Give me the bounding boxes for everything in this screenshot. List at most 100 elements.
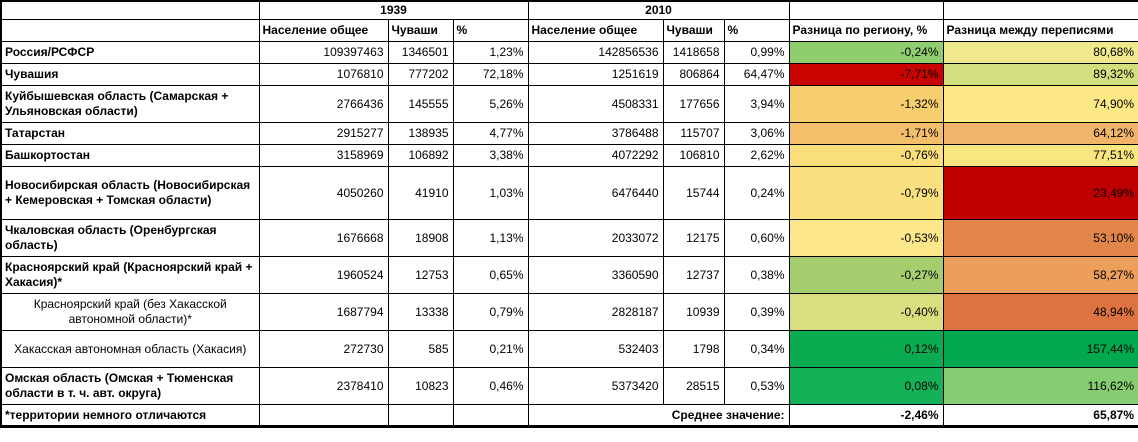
diff-census-cell[interactable]: 64,12% xyxy=(942,122,1138,145)
pop-2010-cell[interactable]: 142856536 xyxy=(527,41,664,64)
diff-region-cell[interactable]: -1,32% xyxy=(788,85,944,123)
chuvash-1939-cell[interactable]: 12753 xyxy=(387,256,454,294)
diff-region-cell[interactable]: -0,53% xyxy=(788,219,944,257)
corner-cell[interactable] xyxy=(0,0,260,20)
chuvash-2010-cell[interactable]: 12737 xyxy=(662,256,725,294)
year-2010-header[interactable]: 2010 xyxy=(527,0,790,20)
pct-2010-cell[interactable]: 0,60% xyxy=(723,219,790,257)
diff-census-cell[interactable]: 80,68% xyxy=(942,41,1138,64)
region-cell[interactable]: Чувашия xyxy=(0,63,260,86)
region-cell[interactable]: Куйбышевская область (Самарская + Ульяно… xyxy=(0,85,260,123)
diff-census-cell[interactable]: 23,49% xyxy=(942,166,1138,220)
diff-region-cell[interactable]: -1,71% xyxy=(788,122,944,145)
chuvash-2010-cell[interactable]: 115707 xyxy=(662,122,725,145)
pct-1939-cell[interactable]: 4,77% xyxy=(452,122,529,145)
pct-2010-cell[interactable]: 0,34% xyxy=(723,330,790,368)
chuvash-2010-cell[interactable]: 1798 xyxy=(662,330,725,368)
pct-2010-cell[interactable]: 0,39% xyxy=(723,293,790,331)
population-2010-header[interactable]: Население общее xyxy=(527,19,664,42)
diff-region-cell[interactable]: -0,40% xyxy=(788,293,944,331)
average-diff-region-cell[interactable]: -2,46% xyxy=(788,404,944,427)
chuvash-2010-cell[interactable]: 28515 xyxy=(662,367,725,405)
pop-1939-cell[interactable]: 1076810 xyxy=(258,63,389,86)
chuvash-2010-cell[interactable]: 10939 xyxy=(662,293,725,331)
region-cell[interactable]: Красноярский край (без Хакасской автоном… xyxy=(0,293,260,331)
empty-cell[interactable] xyxy=(387,404,454,427)
pct-2010-cell[interactable]: 0,99% xyxy=(723,41,790,64)
pop-2010-cell[interactable]: 3786488 xyxy=(527,122,664,145)
pct-1939-cell[interactable]: 0,21% xyxy=(452,330,529,368)
empty-header-cell[interactable] xyxy=(942,0,1138,20)
diff-region-cell[interactable]: 0,12% xyxy=(788,330,944,368)
pct-2010-cell[interactable]: 2,62% xyxy=(723,144,790,167)
empty-cell[interactable] xyxy=(258,404,389,427)
average-diff-census-cell[interactable]: 65,87% xyxy=(942,404,1138,427)
chuvash-1939-cell[interactable]: 41910 xyxy=(387,166,454,220)
average-label-cell[interactable]: Среднее значение: xyxy=(527,404,790,427)
chuvash-1939-cell[interactable]: 585 xyxy=(387,330,454,368)
pop-2010-cell[interactable]: 3360590 xyxy=(527,256,664,294)
diff-census-cell[interactable]: 48,94% xyxy=(942,293,1138,331)
chuvash-1939-cell[interactable]: 777202 xyxy=(387,63,454,86)
chuvash-2010-cell[interactable]: 1418658 xyxy=(662,41,725,64)
diff-region-cell[interactable]: -0,76% xyxy=(788,144,944,167)
region-cell[interactable]: Татарстан xyxy=(0,122,260,145)
diff-region-cell[interactable]: -0,79% xyxy=(788,166,944,220)
chuvash-2010-cell[interactable]: 15744 xyxy=(662,166,725,220)
pop-1939-cell[interactable]: 1960524 xyxy=(258,256,389,294)
percent-1939-header[interactable]: % xyxy=(452,19,529,42)
pct-2010-cell[interactable]: 0,24% xyxy=(723,166,790,220)
chuvash-1939-cell[interactable]: 13338 xyxy=(387,293,454,331)
region-cell[interactable]: Хакасская автономная область (Хакасия) xyxy=(0,330,260,368)
diff-region-header[interactable]: Разница по региону, % xyxy=(788,19,944,42)
pct-2010-cell[interactable]: 0,53% xyxy=(723,367,790,405)
chuvash-2010-cell[interactable]: 12175 xyxy=(662,219,725,257)
pct-2010-cell[interactable]: 3,06% xyxy=(723,122,790,145)
pct-1939-cell[interactable]: 1,13% xyxy=(452,219,529,257)
diff-census-cell[interactable]: 58,27% xyxy=(942,256,1138,294)
pop-2010-cell[interactable]: 1251619 xyxy=(527,63,664,86)
chuvash-2010-cell[interactable]: 106810 xyxy=(662,144,725,167)
pct-2010-cell[interactable]: 0,38% xyxy=(723,256,790,294)
chuvash-1939-cell[interactable]: 106892 xyxy=(387,144,454,167)
chuvash-1939-cell[interactable]: 145555 xyxy=(387,85,454,123)
diff-census-cell[interactable]: 89,32% xyxy=(942,63,1138,86)
diff-census-header[interactable]: Разница между переписями xyxy=(942,19,1138,42)
chuvash-2010-header[interactable]: Чуваши xyxy=(662,19,725,42)
pop-2010-cell[interactable]: 5373420 xyxy=(527,367,664,405)
pop-2010-cell[interactable]: 6476440 xyxy=(527,166,664,220)
footnote-cell[interactable]: *территории немного отличаются xyxy=(0,404,260,427)
chuvash-2010-cell[interactable]: 806864 xyxy=(662,63,725,86)
diff-census-cell[interactable]: 53,10% xyxy=(942,219,1138,257)
region-column-header[interactable] xyxy=(0,19,260,42)
pct-1939-cell[interactable]: 0,79% xyxy=(452,293,529,331)
pop-2010-cell[interactable]: 4508331 xyxy=(527,85,664,123)
region-cell[interactable]: Омская область (Омская + Тюменская облас… xyxy=(0,367,260,405)
diff-region-cell[interactable]: -7,71% xyxy=(788,63,944,86)
pct-1939-cell[interactable]: 3,38% xyxy=(452,144,529,167)
chuvash-2010-cell[interactable]: 177656 xyxy=(662,85,725,123)
chuvash-1939-cell[interactable]: 138935 xyxy=(387,122,454,145)
empty-cell[interactable] xyxy=(452,404,529,427)
diff-region-cell[interactable]: -0,27% xyxy=(788,256,944,294)
chuvash-1939-cell[interactable]: 10823 xyxy=(387,367,454,405)
pct-1939-cell[interactable]: 0,65% xyxy=(452,256,529,294)
region-cell[interactable]: Россия/РСФСР xyxy=(0,41,260,64)
region-cell[interactable]: Красноярский край (Красноярский край + Х… xyxy=(0,256,260,294)
pct-1939-cell[interactable]: 0,46% xyxy=(452,367,529,405)
pop-1939-cell[interactable]: 2766436 xyxy=(258,85,389,123)
population-1939-header[interactable]: Население общее xyxy=(258,19,389,42)
pop-1939-cell[interactable]: 3158969 xyxy=(258,144,389,167)
region-cell[interactable]: Чкаловская область (Оренбургская область… xyxy=(0,219,260,257)
year-1939-header[interactable]: 1939 xyxy=(258,0,529,20)
pct-1939-cell[interactable]: 72,18% xyxy=(452,63,529,86)
pop-2010-cell[interactable]: 2828187 xyxy=(527,293,664,331)
pop-1939-cell[interactable]: 2378410 xyxy=(258,367,389,405)
chuvash-1939-header[interactable]: Чуваши xyxy=(387,19,454,42)
empty-header-cell[interactable] xyxy=(788,0,944,20)
pop-1939-cell[interactable]: 1687794 xyxy=(258,293,389,331)
chuvash-1939-cell[interactable]: 18908 xyxy=(387,219,454,257)
region-cell[interactable]: Башкортостан xyxy=(0,144,260,167)
pop-2010-cell[interactable]: 4072292 xyxy=(527,144,664,167)
diff-census-cell[interactable]: 116,62% xyxy=(942,367,1138,405)
